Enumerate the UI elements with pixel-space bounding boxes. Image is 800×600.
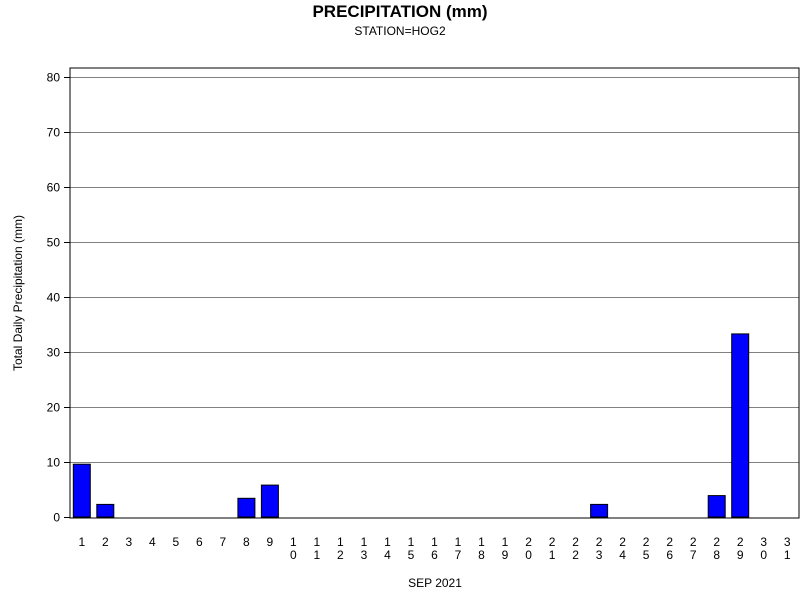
bar-day-29 bbox=[731, 333, 750, 518]
bar-day-2 bbox=[96, 503, 115, 518]
bar-day-1 bbox=[72, 463, 91, 518]
plot-frame bbox=[69, 67, 800, 519]
x-tick-label: 2 bbox=[102, 535, 109, 549]
x-tick-label: 4 bbox=[149, 535, 156, 549]
bars bbox=[72, 333, 750, 518]
y-tick-label: 70 bbox=[47, 126, 61, 140]
y-tick-label: 80 bbox=[47, 71, 61, 85]
y-tick-label: 0 bbox=[53, 511, 60, 525]
x-tick-label: 6 bbox=[196, 535, 203, 549]
y-tick-label: 40 bbox=[47, 291, 61, 305]
x-tick-label: 5 bbox=[172, 535, 179, 549]
chart-title: PRECIPITATION (mm) bbox=[312, 2, 487, 21]
x-tick-label: 3 bbox=[125, 535, 132, 549]
y-tick-label: 10 bbox=[47, 456, 61, 470]
y-tick-label: 50 bbox=[47, 236, 61, 250]
x-tick-label: 1 bbox=[78, 535, 85, 549]
y-axis-label: Total Daily Precipitation (mm) bbox=[11, 215, 25, 371]
bar-day-9 bbox=[260, 484, 279, 518]
y-tick-label: 30 bbox=[47, 346, 61, 360]
bar-day-8 bbox=[237, 497, 256, 518]
grid-lines bbox=[70, 77, 799, 463]
x-tick-label: 7 bbox=[220, 535, 227, 549]
x-axis-label: SEP 2021 bbox=[408, 576, 462, 590]
x-axis-ticks: 1 2 3 4 5 6 7 8 9 1 01 11 21 31 41 51 61 71 81 92 02 12 22 32 42… bbox=[78, 535, 790, 562]
chart-subtitle: STATION=HOG2 bbox=[354, 24, 446, 38]
y-tick-label: 20 bbox=[47, 401, 61, 415]
x-tick-label: 9 bbox=[267, 535, 274, 549]
y-tick-label: 60 bbox=[47, 181, 61, 195]
x-tick-label: 8 bbox=[243, 535, 250, 549]
y-axis-ticks: 0 10 20 30 40 50 60 70 80 bbox=[47, 71, 70, 525]
bar-day-28 bbox=[707, 495, 726, 518]
bar-day-23 bbox=[590, 503, 609, 518]
